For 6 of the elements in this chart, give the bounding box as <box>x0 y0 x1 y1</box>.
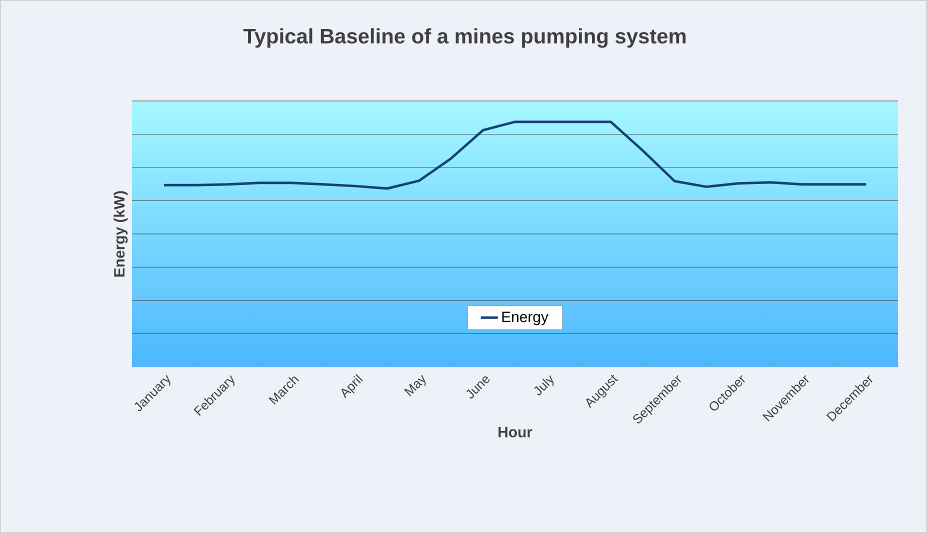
chart-title: Typical Baseline of a mines pumping system <box>243 28 686 48</box>
x-tick-label: May <box>404 374 426 396</box>
x-tick-label: July <box>534 375 554 396</box>
y-axis-title: Energy (kW) <box>114 191 128 277</box>
x-axis-title: Hour <box>498 426 532 438</box>
legend-label: Energy <box>502 312 548 326</box>
